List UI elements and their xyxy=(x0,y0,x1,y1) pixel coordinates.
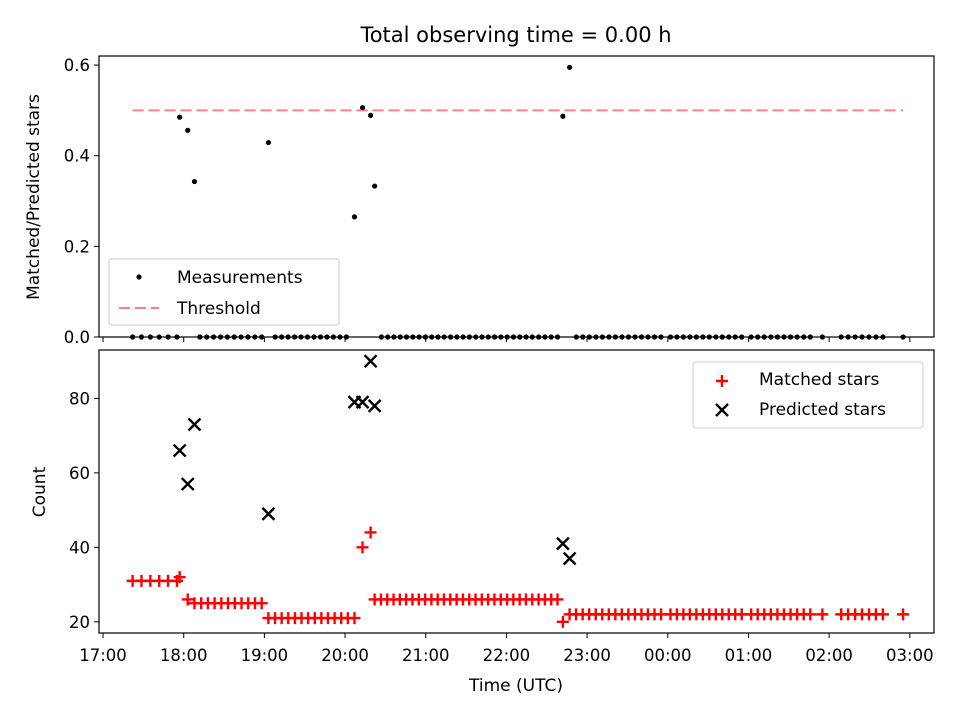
matched-star-point xyxy=(348,612,361,625)
matched-star-point xyxy=(556,615,569,628)
bottom-x-ticks: 17:00 18:00 19:00 20:00 21:00 22:00 23:00 00:00… xyxy=(79,633,934,665)
measurement-point xyxy=(567,64,573,70)
predicted-star-point xyxy=(556,536,570,551)
legend-matched-marker xyxy=(716,375,728,387)
top-y-tick-label: 0.4 xyxy=(64,147,90,166)
x-tick-label: 01:00 xyxy=(725,646,773,665)
predicted-star-point xyxy=(261,506,276,521)
top-legend-frame xyxy=(108,258,340,326)
predicted-star-point xyxy=(562,551,577,566)
top-y-tick-label: 0.0 xyxy=(64,328,90,347)
x-tick-label: 02:00 xyxy=(805,646,853,665)
matched-star-point xyxy=(181,593,194,606)
predicted-star-point xyxy=(172,443,187,458)
predicted-star-point xyxy=(363,354,378,369)
matched-star-point xyxy=(364,526,377,539)
predicted-stars-points xyxy=(172,354,577,566)
x-tick-label: 03:00 xyxy=(886,646,934,665)
top-y-ticks: 0.0 0.2 0.4 0.6 xyxy=(64,56,99,347)
legend-measurements-label: Measurements xyxy=(177,268,303,288)
x-tick-label: 18:00 xyxy=(160,646,208,665)
matched-star-point xyxy=(356,541,369,554)
predicted-star-point xyxy=(180,477,195,491)
matched-star-point xyxy=(816,608,829,621)
measurement-point xyxy=(265,139,272,146)
matched-star-point xyxy=(551,593,564,606)
x-tick-label: 22:00 xyxy=(483,646,531,665)
matched-star-point xyxy=(173,571,186,584)
bottom-legend-frame xyxy=(692,361,924,429)
top-y-tick-label: 0.6 xyxy=(64,56,90,75)
measurement-point xyxy=(359,105,366,111)
bottom-y-ticks: 20 40 60 80 xyxy=(69,389,99,632)
legend-matched-label: Matched stars xyxy=(759,370,879,390)
bottom-y-tick-label: 60 xyxy=(69,464,90,483)
measurement-point xyxy=(191,178,198,185)
predicted-star-point xyxy=(367,399,382,413)
measurement-point xyxy=(177,114,183,120)
legend-threshold-label: Threshold xyxy=(176,299,261,319)
ratio-panel: 0.0 0.2 0.4 0.6 Matched/Predicted stars Mea… xyxy=(24,55,935,347)
matched-stars-points xyxy=(126,526,910,628)
top-legend: Measurements Threshold xyxy=(108,258,340,326)
bottom-y-axis-label: Count xyxy=(30,466,50,517)
bottom-y-tick-label: 20 xyxy=(69,613,90,632)
x-axis-label: Time (UTC) xyxy=(468,676,563,696)
top-axes-frame xyxy=(98,55,935,338)
figure-title: Total observing time = 0.00 h xyxy=(359,23,671,47)
predicted-star-point xyxy=(187,417,202,432)
bottom-axes-frame xyxy=(98,349,935,634)
measurement-point xyxy=(368,112,374,118)
legend-measurements-marker xyxy=(136,274,142,280)
x-tick-label: 19:00 xyxy=(241,646,289,665)
predicted-star-point xyxy=(355,395,370,409)
matched-star-point xyxy=(897,608,910,621)
matched-star-point xyxy=(876,608,889,621)
x-tick-label: 00:00 xyxy=(644,646,692,665)
measurement-point xyxy=(560,113,566,119)
measurement-point xyxy=(185,127,191,133)
measurement-point xyxy=(372,183,378,189)
measurement-point xyxy=(351,214,358,220)
x-tick-label: 21:00 xyxy=(402,646,450,665)
legend-predicted-label: Predicted stars xyxy=(759,400,886,420)
bottom-y-tick-label: 40 xyxy=(69,538,90,557)
bottom-y-tick-label: 80 xyxy=(69,389,90,408)
bottom-legend: Matched stars Predicted stars xyxy=(692,361,924,429)
x-tick-label: 20:00 xyxy=(321,646,369,665)
matched-star-point xyxy=(804,608,817,621)
top-y-axis-label: Matched/Predicted stars xyxy=(24,94,44,300)
matched-star-point xyxy=(255,597,268,610)
x-tick-label: 17:00 xyxy=(79,646,127,665)
count-panel: 20 40 60 80 17:00 18:00 19:00 20:00 21:00 22:00 2… xyxy=(30,349,935,696)
x-tick-label: 23:00 xyxy=(563,646,611,665)
legend-predicted-marker xyxy=(715,403,729,417)
top-y-tick-label: 0.2 xyxy=(64,237,90,256)
